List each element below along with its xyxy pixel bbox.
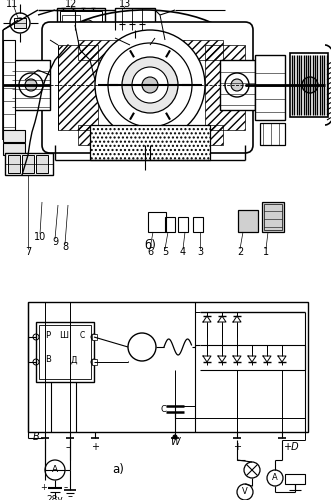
Text: V: V — [242, 488, 248, 496]
Circle shape — [132, 67, 168, 103]
Text: C: C — [160, 404, 166, 413]
Text: 7: 7 — [25, 247, 31, 257]
Circle shape — [225, 73, 249, 97]
Bar — [260, 123, 285, 145]
Circle shape — [108, 43, 192, 127]
Bar — [264, 204, 282, 230]
Bar — [78, 40, 223, 60]
Bar — [90, 125, 210, 160]
Text: а): а) — [112, 464, 124, 476]
Text: 8: 8 — [62, 242, 68, 252]
Text: 10: 10 — [34, 232, 46, 242]
Bar — [220, 60, 255, 110]
Bar — [262, 202, 284, 232]
Circle shape — [25, 79, 37, 91]
Text: 2: 2 — [237, 247, 243, 257]
Circle shape — [122, 57, 178, 113]
Bar — [290, 53, 328, 117]
Bar — [28, 302, 308, 432]
Circle shape — [231, 79, 243, 91]
Text: 6: 6 — [147, 247, 153, 257]
Bar — [5, 153, 53, 175]
Text: A: A — [272, 474, 278, 482]
Bar — [14, 18, 26, 28]
Bar — [3, 40, 15, 130]
Text: 5: 5 — [162, 247, 168, 257]
Text: 11: 11 — [6, 0, 18, 9]
Text: +D: +D — [284, 442, 300, 452]
Bar — [238, 210, 258, 232]
Circle shape — [19, 73, 43, 97]
Text: +: + — [91, 442, 99, 452]
Text: A: A — [52, 466, 58, 474]
Text: B: B — [33, 432, 40, 442]
Text: +: + — [233, 442, 241, 452]
Text: В: В — [45, 356, 51, 364]
Bar — [12, 60, 50, 110]
Text: 1: 1 — [263, 247, 269, 257]
Bar — [3, 130, 25, 142]
Text: 12: 12 — [65, 0, 77, 9]
Bar — [58, 45, 98, 130]
Text: б): б) — [144, 238, 156, 252]
Bar — [285, 474, 305, 484]
Text: –: – — [66, 442, 71, 452]
Bar — [148, 212, 166, 232]
Bar — [255, 55, 285, 120]
Bar — [36, 155, 48, 173]
Circle shape — [95, 30, 205, 140]
Text: С: С — [79, 330, 85, 340]
Bar — [178, 217, 188, 232]
Bar — [50, 30, 245, 145]
Text: Р: Р — [45, 330, 51, 340]
Text: +: + — [41, 483, 47, 492]
Bar — [57, 8, 105, 38]
Bar — [36, 322, 94, 382]
Bar — [39, 325, 91, 379]
Bar — [8, 155, 20, 173]
Bar — [90, 125, 210, 160]
Text: 13: 13 — [119, 0, 131, 9]
Bar — [62, 15, 80, 23]
Bar — [78, 125, 223, 145]
Text: 28v: 28v — [47, 496, 63, 500]
FancyBboxPatch shape — [42, 22, 253, 153]
Text: 3: 3 — [197, 247, 203, 257]
Text: 9: 9 — [52, 237, 58, 247]
Bar — [92, 334, 97, 340]
Bar — [115, 8, 155, 30]
Bar — [60, 11, 102, 35]
Bar — [205, 45, 245, 130]
Circle shape — [302, 77, 318, 93]
Bar — [92, 359, 97, 365]
Circle shape — [173, 435, 177, 439]
Bar — [62, 25, 80, 33]
Bar — [22, 155, 34, 173]
Circle shape — [142, 77, 158, 93]
Text: Д: Д — [71, 356, 77, 364]
Text: –: – — [64, 483, 68, 492]
Bar — [165, 217, 175, 232]
Bar — [3, 143, 25, 155]
Text: W: W — [170, 437, 180, 447]
Text: 4: 4 — [180, 247, 186, 257]
Text: Ш: Ш — [60, 330, 69, 340]
Bar — [193, 217, 203, 232]
